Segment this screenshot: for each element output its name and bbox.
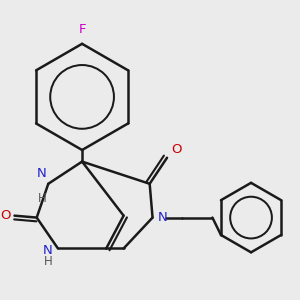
- Text: F: F: [78, 23, 86, 36]
- Text: H: H: [44, 254, 52, 268]
- Text: O: O: [0, 209, 11, 222]
- Text: O: O: [171, 143, 181, 156]
- Text: N: N: [42, 244, 52, 257]
- Text: H: H: [38, 191, 46, 205]
- Text: N: N: [158, 211, 167, 224]
- Text: N: N: [37, 167, 46, 180]
